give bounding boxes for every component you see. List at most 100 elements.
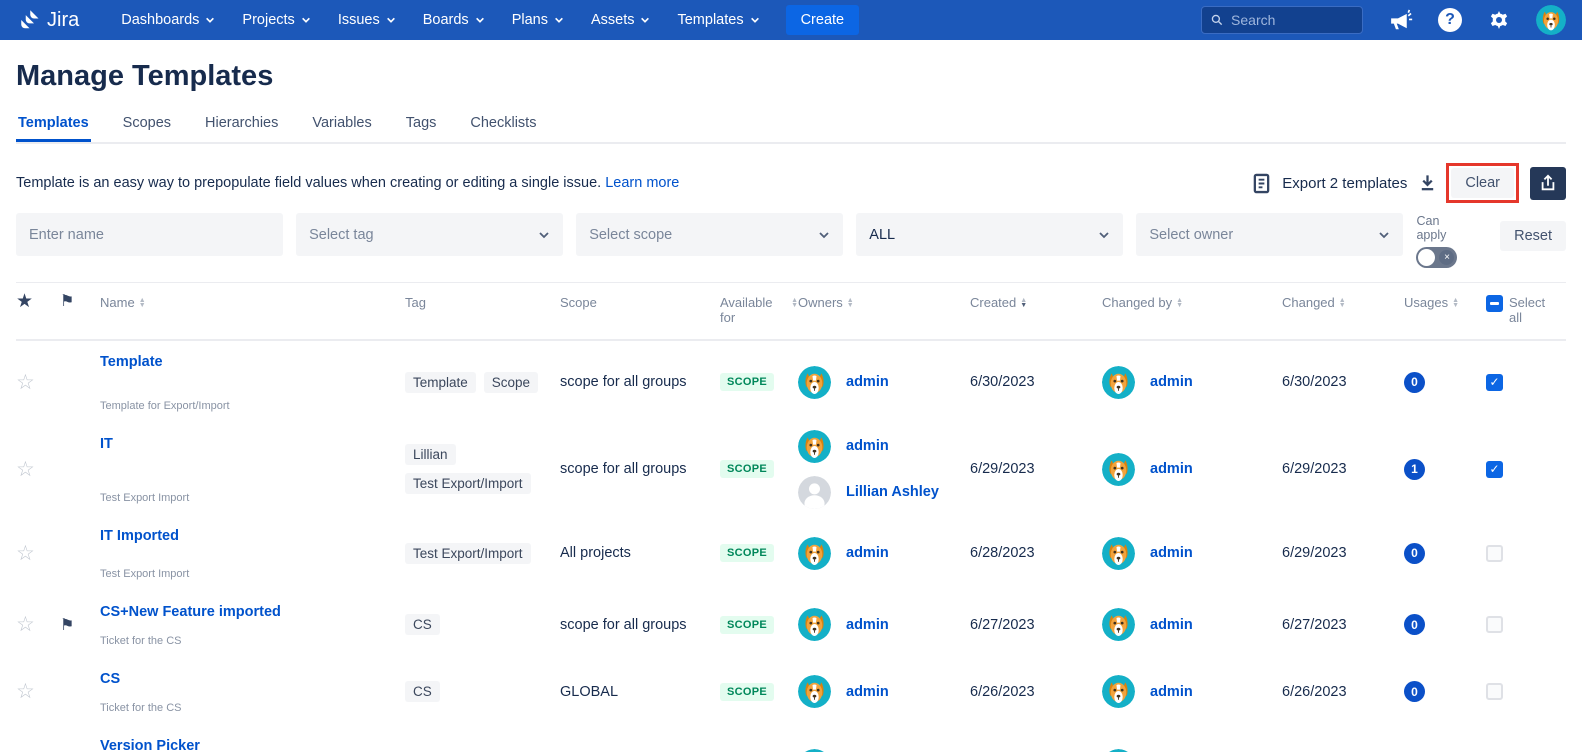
template-name-link[interactable]: IT — [100, 436, 113, 452]
owner-entry: admin — [798, 430, 889, 463]
row-checkbox[interactable] — [1486, 683, 1503, 700]
tab-hierarchies[interactable]: Hierarchies — [203, 115, 280, 142]
star-icon[interactable]: ☆ — [16, 679, 35, 704]
tag-chip: Lillian — [405, 444, 456, 465]
tag-chip: CS — [405, 681, 440, 702]
chevron-down-icon — [640, 15, 650, 25]
tab-checklists[interactable]: Checklists — [468, 115, 538, 142]
header-owners[interactable]: Owners▲▼ — [798, 295, 970, 310]
create-button[interactable]: Create — [786, 5, 860, 35]
can-apply-toggle[interactable]: × — [1416, 247, 1457, 268]
header-usages[interactable]: Usages▲▼ — [1404, 295, 1486, 310]
user-link[interactable]: admin — [846, 684, 889, 700]
sort-icon: ▲▼ — [1176, 295, 1183, 308]
header-created[interactable]: Created▲▼ — [970, 295, 1102, 310]
template-name-link[interactable]: Version Picker — [100, 738, 200, 752]
created-date: 6/26/2023 — [970, 725, 1102, 752]
learn-more-link[interactable]: Learn more — [605, 175, 679, 191]
tab-variables[interactable]: Variables — [310, 115, 373, 142]
user-link[interactable]: admin — [846, 617, 889, 633]
template-description: Test Export Import — [100, 492, 189, 504]
star-icon[interactable]: ☆ — [16, 612, 35, 637]
nav-item-issues[interactable]: Issues — [338, 12, 396, 28]
changed-date: 6/26/2023 — [1282, 658, 1404, 725]
scope-filter-select[interactable]: Select scope — [576, 213, 843, 256]
header-changed[interactable]: Changed▲▼ — [1282, 295, 1404, 310]
row-checkbox[interactable]: ✓ — [1486, 374, 1503, 391]
tag-chips: Test Export/Import — [405, 515, 560, 591]
download-icon[interactable] — [1418, 173, 1437, 193]
owner-filter-select[interactable]: Select owner — [1136, 213, 1403, 256]
nav-item-templates[interactable]: Templates — [677, 12, 759, 28]
help-icon[interactable]: ? — [1438, 8, 1462, 32]
nav-item-dashboards[interactable]: Dashboards — [121, 12, 215, 28]
row-checkbox[interactable] — [1486, 545, 1503, 562]
announcements-icon[interactable] — [1388, 8, 1413, 33]
export-templates-label[interactable]: Export 2 templates — [1282, 175, 1407, 192]
user-link[interactable]: admin — [1150, 461, 1193, 477]
user-avatar[interactable] — [1536, 5, 1566, 35]
owner-entry: admin — [1102, 675, 1193, 708]
tag-chips: GLOBAL — [405, 725, 560, 752]
flag-column-icon[interactable]: ⚑ — [60, 295, 74, 309]
table-row: ☆ Template Template for Export/Import Te… — [16, 341, 1566, 423]
template-name-link[interactable]: CS — [100, 671, 120, 687]
row-checkbox[interactable]: ✓ — [1486, 461, 1503, 478]
changed-by-cell: admin — [1102, 423, 1282, 515]
name-filter[interactable] — [16, 213, 283, 256]
changed-date: 6/30/2023 — [1282, 341, 1404, 423]
star-icon[interactable]: ☆ — [16, 541, 35, 566]
reset-button[interactable]: Reset — [1500, 221, 1566, 251]
template-name-link[interactable]: Template — [100, 354, 163, 370]
star-column-icon[interactable]: ★ — [16, 295, 33, 309]
tag-filter-select[interactable]: Select tag — [296, 213, 563, 256]
available-for-badge: SCOPE — [720, 460, 774, 478]
settings-gear-icon[interactable] — [1487, 8, 1511, 32]
template-description: Template for Export/Import — [100, 400, 230, 412]
user-link[interactable]: admin — [846, 545, 889, 561]
header-name[interactable]: Name▲▼ — [100, 295, 405, 310]
tab-bar: Templates Scopes Hierarchies Variables Tags C… — [16, 115, 1566, 144]
user-link[interactable]: admin — [846, 374, 889, 390]
star-icon[interactable]: ☆ — [16, 457, 35, 482]
import-share-button[interactable] — [1530, 167, 1566, 200]
usages-badge: 0 — [1404, 543, 1425, 564]
global-search[interactable] — [1201, 6, 1363, 34]
template-description: Ticket for the CS — [100, 702, 182, 714]
tab-templates[interactable]: Templates — [16, 115, 91, 142]
nav-item-plans[interactable]: Plans — [512, 12, 564, 28]
availability-filter-select[interactable]: ALL — [856, 213, 1123, 256]
user-link[interactable]: admin — [1150, 545, 1193, 561]
clear-button[interactable]: Clear — [1451, 168, 1514, 198]
tab-scopes[interactable]: Scopes — [121, 115, 173, 142]
jira-brand[interactable]: Jira — [16, 8, 79, 32]
owner-entry: Lillian Ashley — [798, 476, 939, 509]
owners-cell: admin Lillian Ashley — [798, 423, 970, 515]
star-icon[interactable]: ☆ — [16, 370, 35, 395]
sort-icon-active-desc: ▲▼ — [1020, 295, 1027, 308]
user-link[interactable]: Lillian Ashley — [846, 484, 939, 500]
sort-icon: ▲▼ — [139, 295, 146, 308]
user-link[interactable]: admin — [1150, 374, 1193, 390]
nav-item-boards[interactable]: Boards — [423, 12, 485, 28]
table-row: ☆ ⚑ CS+New Feature imported Ticket for t… — [16, 591, 1566, 658]
dog-avatar — [1102, 366, 1135, 399]
owners-cell: admin — [798, 658, 970, 725]
flag-icon[interactable]: ⚑ — [60, 615, 74, 635]
select-all-checkbox[interactable] — [1486, 295, 1503, 312]
user-link[interactable]: admin — [1150, 617, 1193, 633]
search-input[interactable] — [1231, 12, 1353, 28]
header-available-for[interactable]: Available for▲▼ — [720, 295, 798, 325]
user-link[interactable]: admin — [846, 438, 889, 454]
user-link[interactable]: admin — [1150, 684, 1193, 700]
name-filter-input[interactable] — [29, 227, 270, 243]
template-name-link[interactable]: IT Imported — [100, 528, 179, 544]
tab-tags[interactable]: Tags — [404, 115, 439, 142]
nav-item-projects[interactable]: Projects — [242, 12, 310, 28]
row-checkbox[interactable] — [1486, 616, 1503, 633]
header-changed-by[interactable]: Changed by▲▼ — [1102, 295, 1282, 310]
template-name-link[interactable]: CS+New Feature imported — [100, 604, 281, 620]
usages-badge: 0 — [1404, 614, 1425, 635]
usages-badge: 1 — [1404, 459, 1425, 480]
nav-item-assets[interactable]: Assets — [591, 12, 651, 28]
